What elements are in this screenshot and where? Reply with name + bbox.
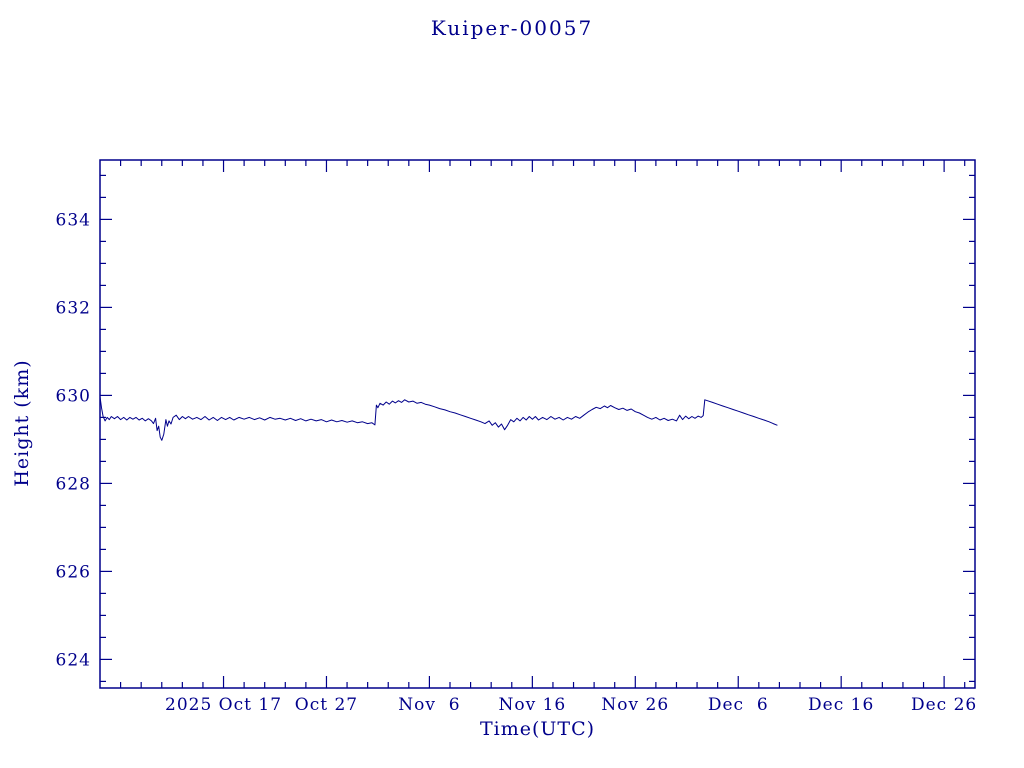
y-tick-label: 632: [56, 298, 91, 318]
x-tick-label: Nov 16: [498, 695, 566, 715]
x-axis-label: Time(UTC): [479, 718, 596, 740]
y-tick-label: 634: [56, 210, 91, 230]
y-tick-label: 630: [56, 386, 91, 406]
chart-title: Kuiper-00057: [430, 16, 594, 40]
x-tick-label: Dec 26: [911, 695, 977, 715]
x-tick-label: 2025 Oct 17: [165, 695, 282, 715]
x-tick-label: Nov 26: [601, 695, 669, 715]
x-tick-label: Oct 27: [295, 695, 358, 715]
tick-labels: 2025 Oct 17 Oct 27 Nov 6 Nov 16 Nov 26 Dec 6 D…: [56, 210, 977, 715]
plot-frame: [99, 159, 976, 689]
y-tick-label: 628: [56, 474, 91, 494]
data-line: [99, 396, 778, 441]
x-tick-label: Dec 16: [808, 695, 874, 715]
x-tick-label: Nov 6: [398, 695, 460, 715]
y-tick-label: 624: [56, 650, 91, 670]
x-tick-label: Dec 6: [708, 695, 769, 715]
axis-ticks: [100, 160, 975, 688]
y-tick-label: 626: [56, 562, 91, 582]
